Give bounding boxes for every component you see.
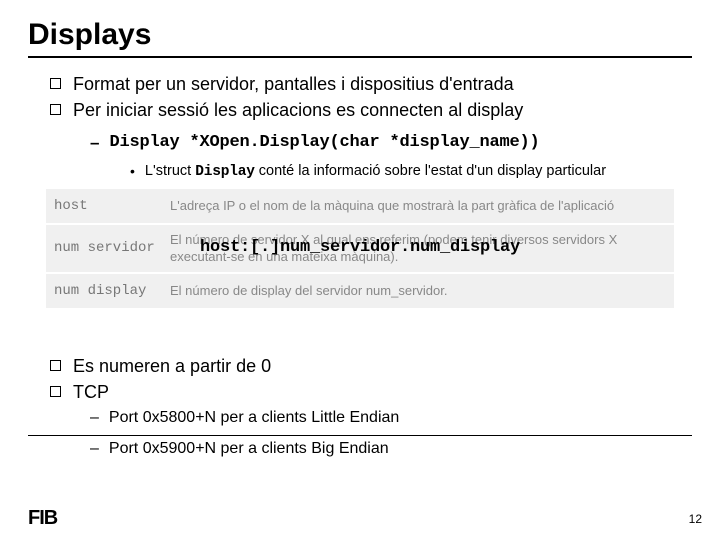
bullet-marker-icon	[50, 386, 61, 397]
format-string: host:[.]num_servidor.num_display	[200, 238, 520, 257]
struct-a: L'struct	[145, 163, 195, 179]
bullet-marker-icon	[50, 104, 61, 115]
table-key: num servidor	[46, 234, 166, 262]
dash-icon: –	[90, 407, 99, 429]
struct-note: • L'struct Display conté la informació s…	[130, 161, 692, 183]
table-val: L'adreça IP o el nom de la màquina que m…	[166, 191, 674, 221]
port-text: Port 0x5900+N per a clients Big Endian	[109, 438, 389, 460]
bullet-4: TCP	[50, 380, 692, 404]
port-text: Port 0x5800+N per a clients Little Endia…	[109, 407, 399, 429]
port-line-2: – Port 0x5900+N per a clients Big Endian	[90, 438, 692, 460]
table-key: host	[46, 192, 166, 220]
bullet-marker-icon	[50, 360, 61, 371]
dash-icon: –	[90, 133, 99, 153]
dash-icon: –	[90, 438, 99, 460]
struct-code: Display	[195, 164, 255, 180]
struct-note-text: L'struct Display conté la informació sob…	[145, 161, 675, 183]
table-row: host L'adreça IP o el nom de la màquina …	[46, 189, 674, 225]
bullet-text: Es numeren a partir de 0	[73, 354, 271, 378]
code-line: Display *XOpen.Display(char *display_nam…	[109, 133, 539, 152]
footer-rule	[28, 435, 692, 436]
struct-b: conté la informació sobre l'estat d'un d…	[255, 163, 606, 179]
title-rule	[28, 56, 692, 58]
port-line-1: – Port 0x5800+N per a clients Little End…	[90, 407, 692, 429]
page-number: 12	[689, 512, 702, 526]
table-row: num display El número de display del ser…	[46, 274, 674, 310]
fib-logo: FIB	[28, 507, 57, 530]
section-2: Es numeren a partir de 0 TCP – Port 0x58…	[28, 354, 692, 460]
code-line-row: – Display *XOpen.Display(char *display_n…	[90, 133, 692, 153]
bullet-2: Per iniciar sessió les aplicacions es co…	[50, 98, 692, 122]
slide-title: Displays	[28, 18, 692, 52]
bullet-text: Format per un servidor, pantalles i disp…	[73, 72, 514, 96]
bullet-text: Per iniciar sessió les aplicacions es co…	[73, 98, 523, 122]
bullet-text: TCP	[73, 380, 109, 404]
table-key: num display	[46, 277, 166, 305]
bullet-1: Format per un servidor, pantalles i disp…	[50, 72, 692, 96]
dot-icon: •	[130, 161, 135, 181]
bullet-marker-icon	[50, 78, 61, 89]
table-val: El número de display del servidor num_se…	[166, 276, 674, 306]
bullet-3: Es numeren a partir de 0	[50, 354, 692, 378]
